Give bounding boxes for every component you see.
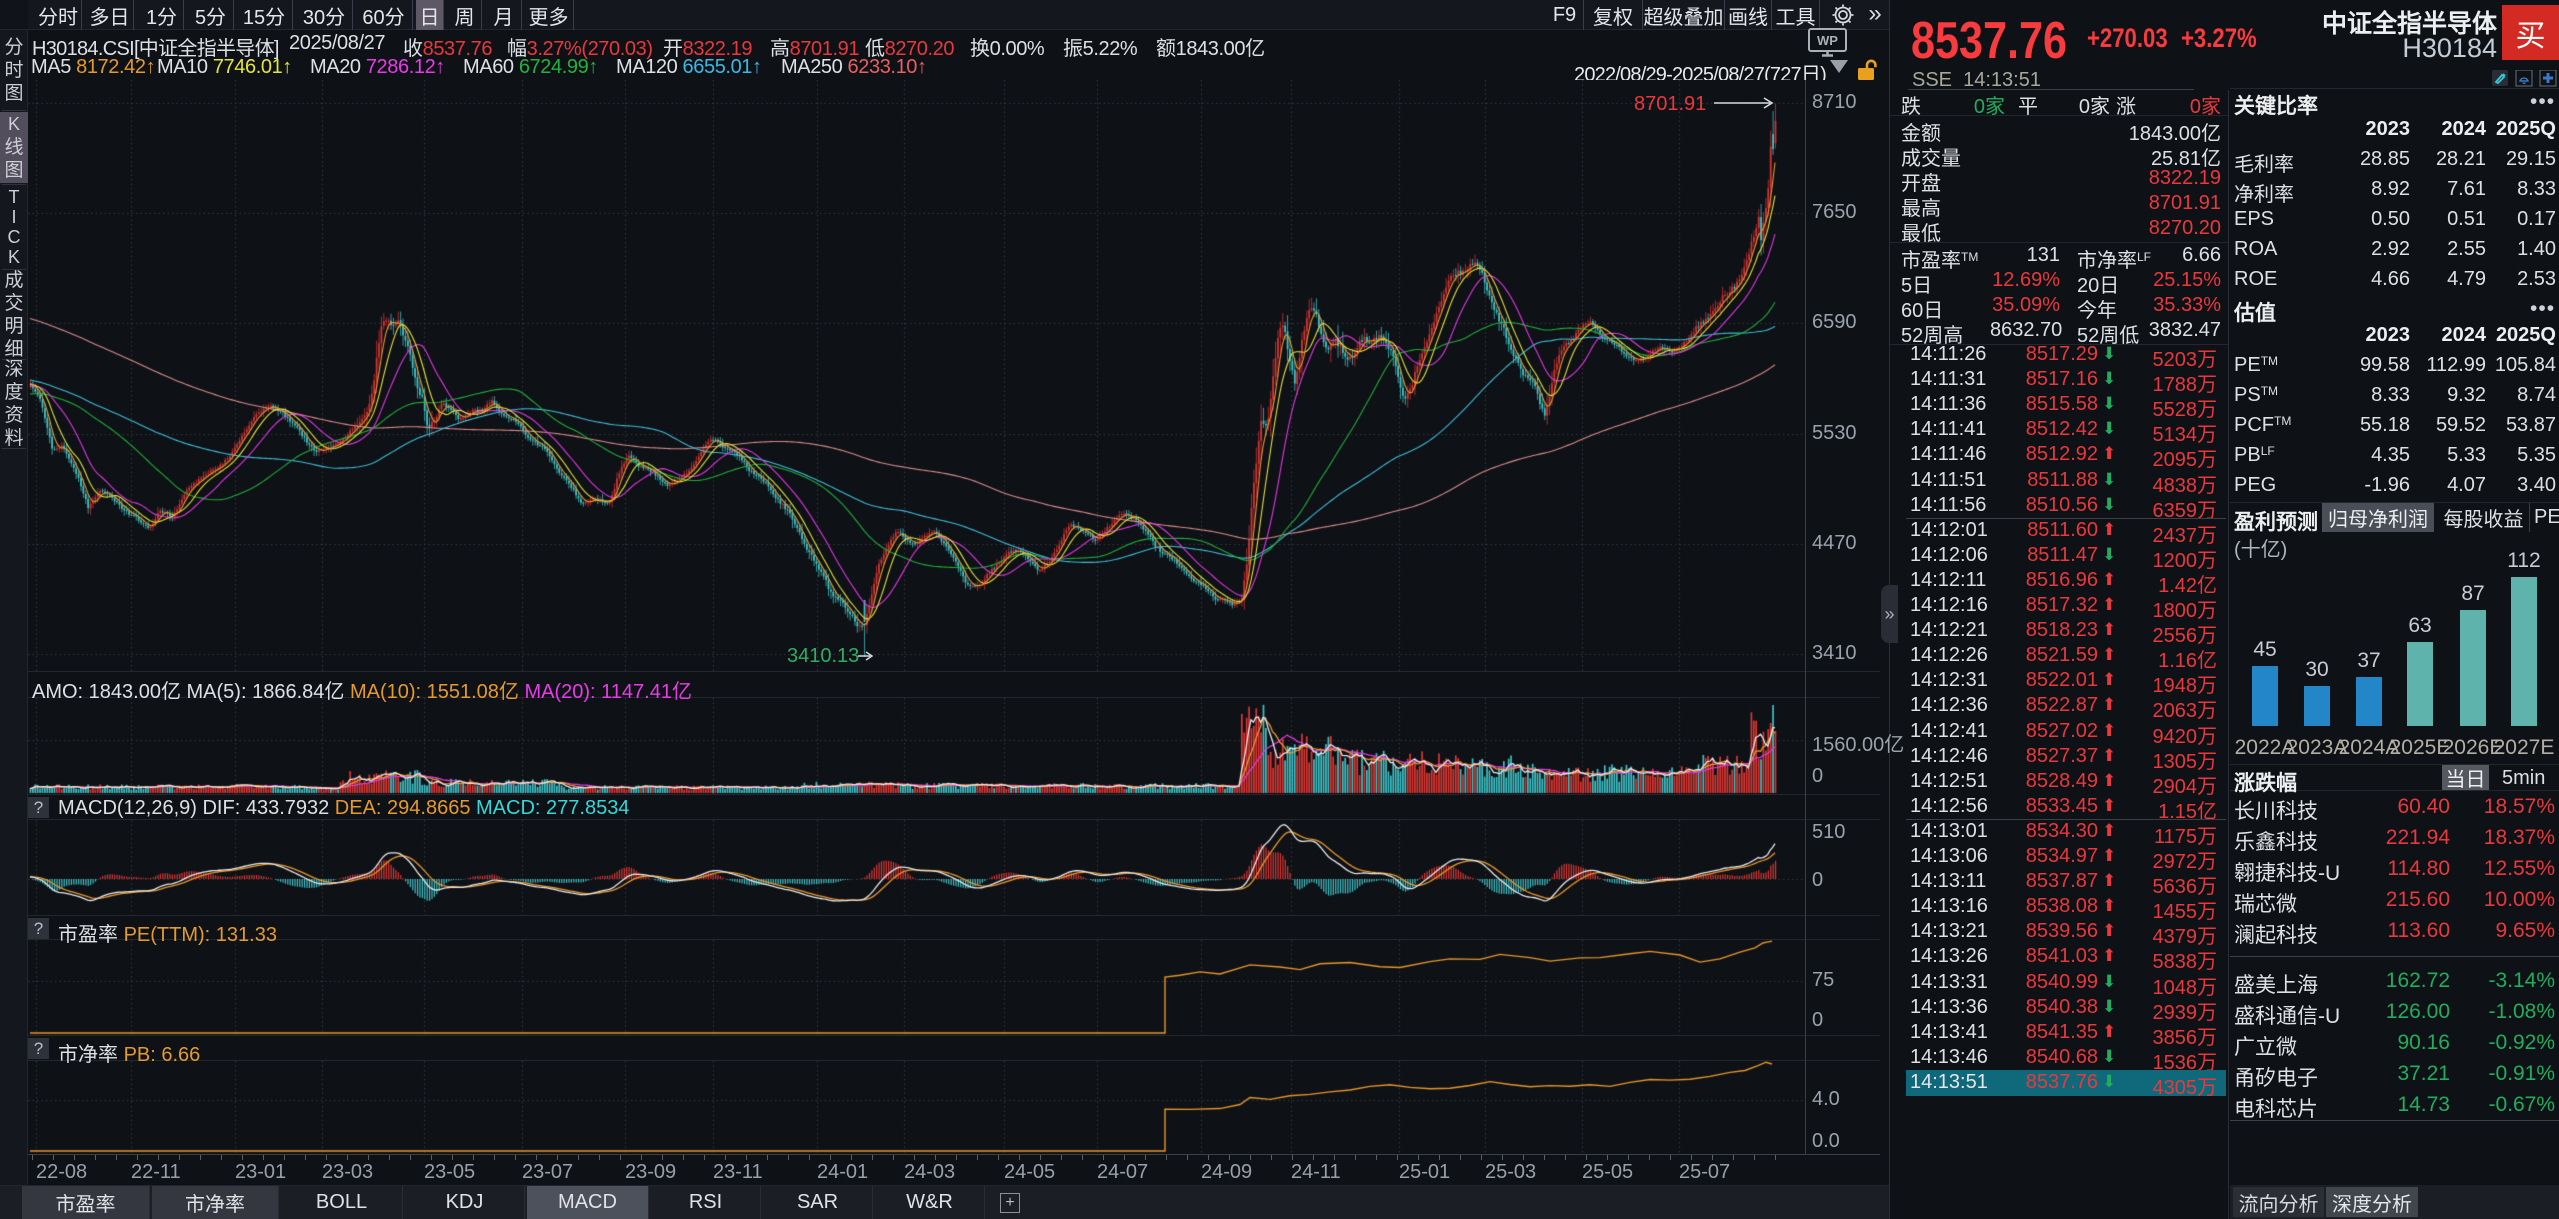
svg-text:WP: WP [1817,33,1838,48]
